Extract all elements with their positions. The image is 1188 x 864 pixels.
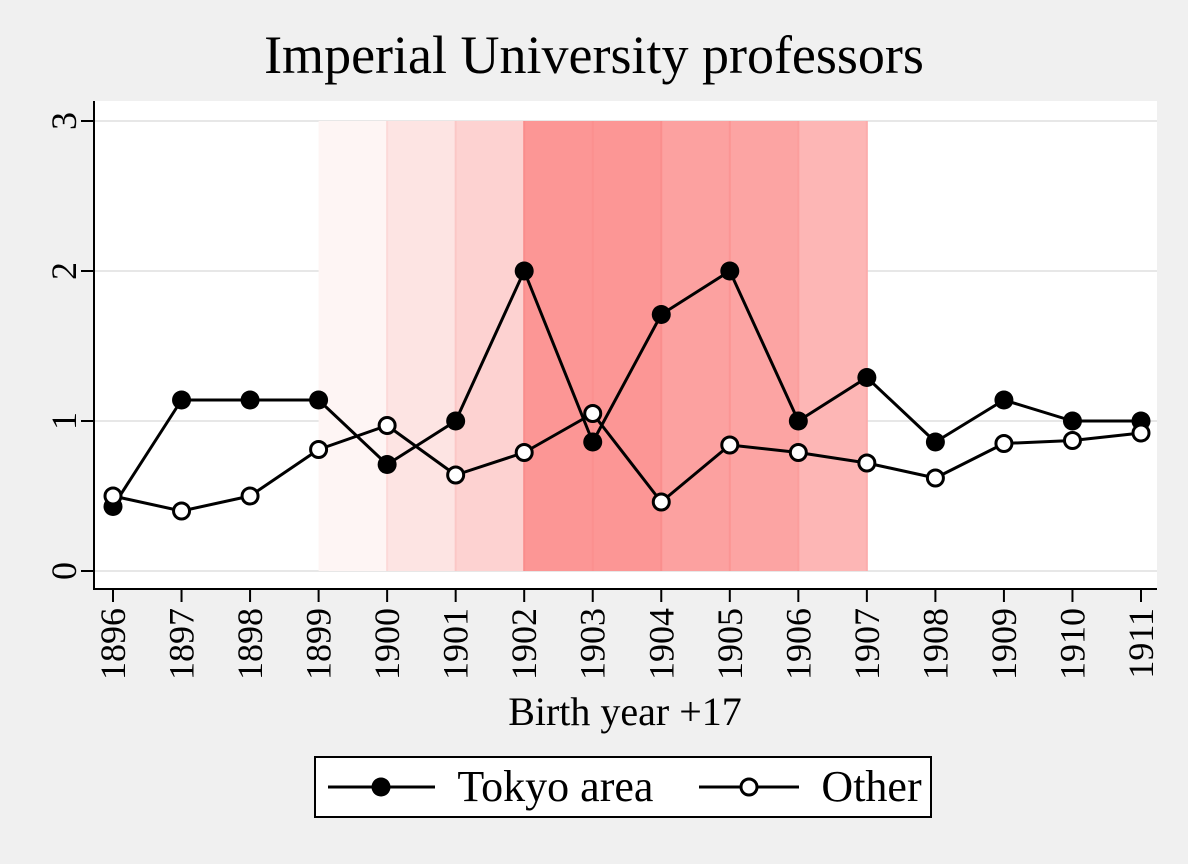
- y-tick-label: 1: [44, 412, 84, 430]
- series-line-tokyo-area: [111, 269, 1141, 508]
- marker-tokyo-area: [240, 390, 260, 410]
- x-tick-label: 1908: [915, 608, 955, 680]
- marker-other: [377, 416, 397, 435]
- x-tick-label: 1903: [573, 608, 613, 680]
- marker-tokyo-area: [651, 305, 671, 324]
- filled-circle-marker-icon: [371, 777, 391, 797]
- marker-tokyo-area: [925, 432, 945, 452]
- tokyo-series-swatch: [328, 777, 436, 797]
- legend-label-tokyo: Tokyo area: [457, 762, 654, 811]
- x-tick-label: 1904: [641, 608, 681, 680]
- highlight-band: [592, 121, 662, 571]
- legend-item-tokyo: Tokyo area: [324, 765, 653, 809]
- x-tick-label: 1909: [984, 608, 1024, 680]
- highlight-band: [318, 121, 388, 571]
- x-tick-label: 1896: [93, 608, 133, 680]
- x-tick-label: 1907: [847, 608, 887, 680]
- marker-other: [651, 492, 671, 512]
- highlight-band: [661, 121, 730, 571]
- marker-other: [857, 453, 877, 473]
- series-line-other: [112, 412, 1142, 513]
- marker-tokyo-area: [994, 390, 1014, 410]
- x-tick-label: 1911: [1121, 608, 1161, 679]
- chart-title: Imperial University professors: [264, 25, 924, 85]
- legend-item-other: Other: [695, 762, 922, 811]
- marker-other: [583, 404, 603, 423]
- marker-tokyo-area: [514, 261, 534, 281]
- other-series-swatch: [699, 777, 800, 797]
- x-axis-title: Birth year +17: [508, 689, 742, 734]
- x-tick-label: 1900: [367, 608, 407, 680]
- marker-tokyo-area: [172, 390, 192, 410]
- highlight-band: [524, 121, 593, 571]
- x-tick-label: 1906: [778, 608, 818, 680]
- marker-tokyo-area: [377, 455, 397, 474]
- open-circle-marker-icon: [739, 777, 759, 797]
- marker-tokyo-area: [583, 432, 603, 452]
- x-tick-label: 1897: [162, 608, 202, 680]
- marker-tokyo-area: [446, 411, 466, 431]
- marker-other: [172, 501, 192, 521]
- legend-label-other: Other: [821, 762, 922, 811]
- marker-other: [240, 486, 260, 506]
- marker-other: [994, 434, 1014, 453]
- marker-other: [103, 486, 123, 506]
- y-tick-label: 2: [44, 262, 84, 280]
- x-tick-label: 1910: [1052, 608, 1092, 680]
- x-tick-label: 1905: [710, 608, 750, 680]
- marker-other: [1062, 431, 1082, 450]
- marker-tokyo-area: [788, 411, 808, 431]
- y-tick-label: 3: [44, 112, 84, 130]
- highlight-band: [798, 121, 867, 571]
- y-tick-label: 0: [44, 562, 84, 580]
- marker-other: [514, 443, 534, 462]
- marker-tokyo-area: [309, 390, 329, 410]
- marker-tokyo-area: [857, 368, 877, 387]
- marker-other: [1131, 423, 1151, 443]
- marker-other: [925, 468, 945, 488]
- marker-other: [446, 465, 466, 485]
- marker-tokyo-area: [1062, 411, 1082, 431]
- x-tick-label: 1901: [436, 608, 476, 680]
- legend-box: Tokyo area Other: [314, 756, 932, 818]
- x-tick-label: 1898: [230, 608, 270, 680]
- marker-other: [788, 443, 808, 462]
- x-tick-label: 1902: [504, 608, 544, 680]
- marker-other: [720, 435, 740, 455]
- x-tick-label: 1899: [299, 608, 339, 680]
- highlight-band: [387, 121, 456, 571]
- marker-other: [309, 440, 329, 459]
- marker-tokyo-area: [720, 261, 740, 281]
